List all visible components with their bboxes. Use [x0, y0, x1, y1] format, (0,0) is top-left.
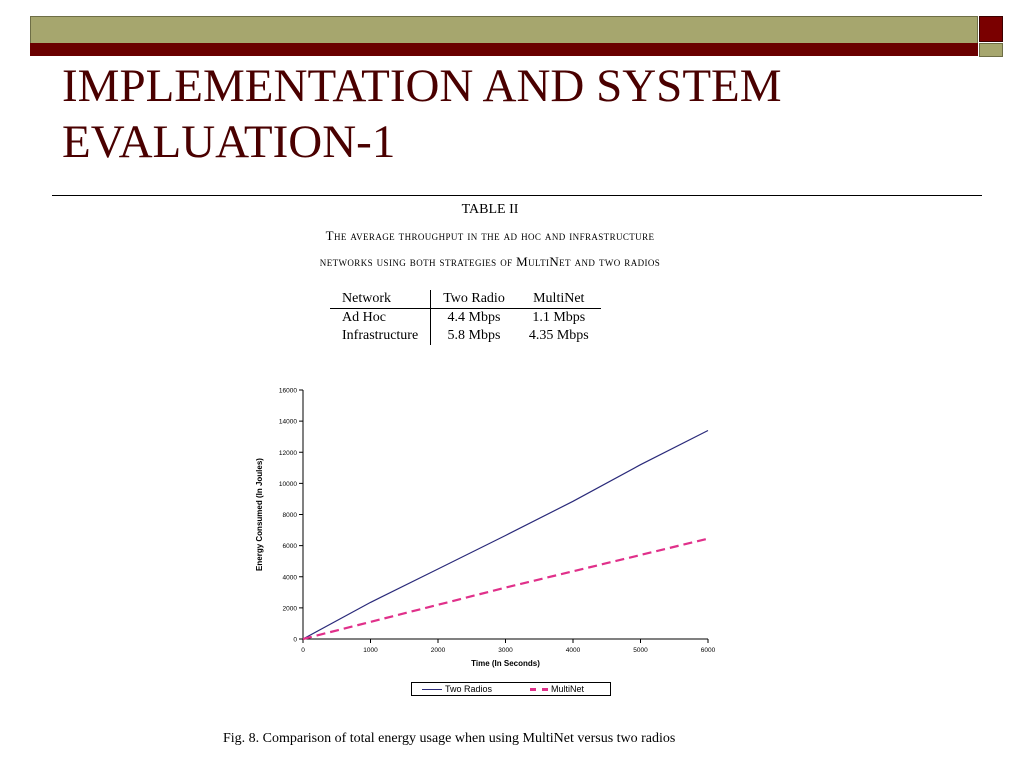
- header-two-radio: Two Radio: [430, 290, 517, 309]
- x-tick-label: 5000: [633, 647, 648, 654]
- series-line-two-radios: [302, 429, 709, 640]
- y-axis-label: Energy Consumed (In Joules): [255, 458, 264, 571]
- header-multinet: MultiNet: [516, 290, 601, 309]
- corner-square-top: [979, 16, 1003, 42]
- corner-square-bottom: [979, 43, 1003, 57]
- cell-network: Ad Hoc: [330, 308, 432, 327]
- energy-chart: 0 2000 4000 6000 8000 10000 12000 14000 16000 0 1…: [255, 388, 716, 669]
- y-tick-label: 2000: [283, 605, 298, 612]
- legend-item-multinet: MultiNet: [530, 683, 584, 695]
- table-header-row: Network Two Radio MultiNet: [330, 290, 601, 309]
- header-band: [30, 16, 978, 44]
- y-tick-label: 4000: [283, 574, 298, 581]
- table-caption-line-1: The average throughput in the ad hoc and…: [325, 228, 655, 243]
- series-line-multinet: [302, 537, 709, 641]
- legend-label: Two Radios: [445, 684, 493, 694]
- x-tick-label: 4000: [566, 647, 581, 654]
- y-tick-label: 10000: [279, 481, 297, 488]
- cell-two-radio: 4.4 Mbps: [447, 310, 501, 325]
- table-label: TABLE II: [461, 202, 519, 217]
- header-bar: [30, 43, 978, 56]
- cell-multinet: 1.1 Mbps: [532, 310, 586, 325]
- title-divider: [52, 195, 982, 196]
- x-tick-label: 2000: [431, 647, 446, 654]
- x-tick-label: 3000: [498, 647, 513, 654]
- y-tick-label: 6000: [283, 543, 298, 550]
- throughput-table: Network Two Radio MultiNet Ad Hoc 4.4 Mb…: [330, 290, 601, 345]
- legend-swatch-solid: [422, 689, 442, 691]
- x-tick-label: 6000: [701, 647, 716, 654]
- y-tick-label: 16000: [279, 388, 297, 395]
- y-tick-label: 12000: [279, 450, 297, 457]
- table-row: Infrastructure 5.8 Mbps 4.35 Mbps: [330, 327, 601, 345]
- header-network: Network: [330, 290, 432, 309]
- x-tick-label: 1000: [363, 647, 378, 654]
- y-tick-label: 14000: [279, 419, 297, 426]
- legend-label: MultiNet: [551, 684, 585, 694]
- y-tick-label: 8000: [283, 512, 298, 519]
- slide-title: IMPLEMENTATION AND SYSTEM EVALUATION-1: [62, 60, 782, 168]
- y-tick-label: 0: [293, 637, 297, 644]
- x-axis-label: Time (In Seconds): [471, 659, 540, 668]
- figure-caption: Fig. 8. Comparison of total energy usage…: [223, 731, 676, 746]
- cell-multinet: 4.35 Mbps: [528, 328, 589, 343]
- table-row: Ad Hoc 4.4 Mbps 1.1 Mbps: [330, 308, 601, 327]
- chart-legend: Two Radios MultiNet: [411, 682, 611, 696]
- x-tick-label: 0: [301, 647, 305, 654]
- cell-two-radio: 5.8 Mbps: [447, 328, 501, 343]
- table-caption-line-2: networks using both strategies of MultiN…: [319, 254, 661, 269]
- legend-item-two-radios: Two Radios: [422, 683, 492, 695]
- legend-swatch-dashed: [530, 688, 548, 692]
- cell-network: Infrastructure: [330, 327, 432, 345]
